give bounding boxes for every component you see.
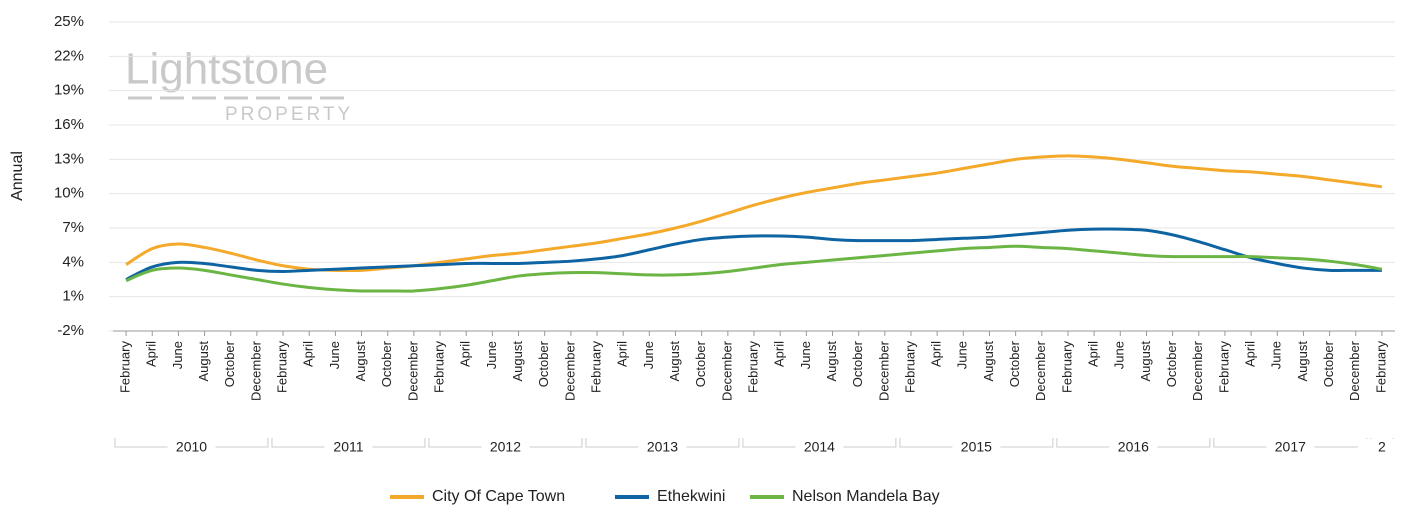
x-tick-label: April (929, 341, 944, 367)
x-tick-label: April (772, 341, 787, 367)
x-tick-label: October (536, 340, 551, 387)
x-tick-label: June (170, 341, 185, 369)
x-tick-label: February (118, 341, 133, 394)
year-label-bg (1266, 439, 1315, 455)
x-tick-label: December (1033, 340, 1048, 401)
series-line (125, 244, 1383, 293)
x-tick-label: February (1373, 341, 1388, 394)
x-tick-label: August (353, 341, 368, 382)
x-tick-label: August (1295, 341, 1310, 382)
x-tick-label: April (1243, 341, 1258, 367)
year-label-bg (167, 439, 216, 455)
x-tick-label: December (1190, 340, 1205, 401)
x-tick-label: August (667, 341, 682, 382)
watermark-title: Lightstone (125, 45, 328, 94)
watermark-subtitle: PROPERTY (225, 104, 353, 125)
year-label: 2012 (490, 439, 521, 455)
year-label-bg (952, 439, 1001, 455)
year-label-bg (638, 439, 687, 455)
x-tick-label: June (798, 341, 813, 369)
x-tick-label: February (588, 341, 603, 394)
x-tick-label: February (274, 341, 289, 394)
x-tick-label: October (850, 340, 865, 387)
year-label-bg (795, 439, 844, 455)
series-line (125, 154, 1383, 273)
x-tick-label: December (405, 340, 420, 401)
year-label: 2015 (961, 439, 992, 455)
x-tick-label: December (876, 340, 891, 401)
y-tick-label: 13% (54, 150, 84, 167)
x-tick-label: June (955, 341, 970, 369)
x-tick-label: October (1007, 340, 1022, 387)
x-tick-label: December (562, 340, 577, 401)
x-tick-label: June (1269, 341, 1284, 369)
y-tick-label: 22% (54, 47, 84, 64)
x-tick-label: February (1059, 341, 1074, 394)
year-label: 2 (1378, 439, 1386, 455)
x-tick-label: February (745, 341, 760, 394)
year-label-bg (1109, 439, 1158, 455)
x-tick-label: August (510, 341, 525, 382)
year-label: 2011 (333, 439, 363, 455)
x-tick-label: August (1138, 341, 1153, 382)
x-tick-label: April (301, 341, 316, 367)
year-label: 2016 (1118, 439, 1149, 455)
y-tick-label: 19% (54, 82, 84, 99)
legend-label: City Of Cape Town (432, 488, 565, 505)
x-tick-label: October (1321, 340, 1336, 387)
x-tick-label: August (824, 341, 839, 382)
x-tick-label: December (248, 340, 263, 401)
legend-label: Nelson Mandela Bay (792, 488, 940, 505)
year-label: 2010 (176, 439, 207, 455)
x-tick-label: October (1164, 340, 1179, 387)
legend-label: Ethekwini (657, 488, 725, 505)
x-tick-label: December (719, 340, 734, 401)
year-label: 2013 (647, 439, 678, 455)
y-tick-label: 7% (62, 219, 84, 236)
y-tick-label: 16% (54, 116, 84, 133)
year-label-bg (324, 439, 373, 455)
year-label-bg (1357, 439, 1405, 455)
y-tick-label: 25% (54, 13, 84, 30)
x-tick-label: April (458, 341, 473, 367)
x-tick-label: April (144, 341, 159, 367)
x-tick-label: August (981, 341, 996, 382)
x-tick-label: June (641, 341, 656, 369)
y-tick-label: 1% (62, 288, 84, 305)
y-tick-label: 10% (54, 185, 84, 202)
y-tick-label: 4% (62, 253, 84, 270)
series-line (125, 227, 1382, 281)
x-tick-label: October (693, 340, 708, 387)
y-tick-label: -2% (57, 322, 84, 339)
x-tick-label: April (1086, 341, 1101, 367)
year-label: 2017 (1275, 439, 1306, 455)
year-label: 2014 (804, 439, 835, 455)
x-tick-label: October (379, 340, 394, 387)
y-axis-label: Annual (9, 151, 26, 201)
x-tick-label: June (1112, 341, 1127, 369)
x-tick-label: June (484, 341, 499, 369)
x-tick-label: February (1216, 341, 1231, 394)
x-tick-label: April (615, 341, 630, 367)
x-tick-label: August (196, 341, 211, 382)
x-tick-label: December (1347, 340, 1362, 401)
x-tick-label: June (327, 341, 342, 369)
year-label-bg (481, 439, 530, 455)
x-tick-label: October (222, 340, 237, 387)
x-tick-label: February (902, 341, 917, 394)
x-tick-label: February (431, 341, 446, 394)
